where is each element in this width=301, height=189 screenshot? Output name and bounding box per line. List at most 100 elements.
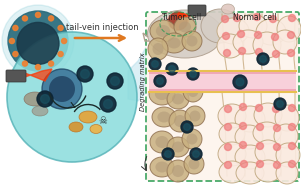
- Ellipse shape: [147, 10, 222, 58]
- Ellipse shape: [185, 106, 205, 126]
- Circle shape: [222, 33, 229, 40]
- Circle shape: [8, 11, 68, 71]
- Circle shape: [193, 151, 199, 157]
- Circle shape: [9, 38, 14, 43]
- Circle shape: [169, 66, 175, 72]
- Ellipse shape: [24, 92, 46, 106]
- Circle shape: [240, 142, 247, 149]
- Text: Normal cell: Normal cell: [233, 13, 277, 22]
- Circle shape: [260, 56, 266, 62]
- Circle shape: [256, 160, 263, 167]
- Circle shape: [77, 66, 93, 82]
- Ellipse shape: [7, 32, 137, 162]
- Ellipse shape: [222, 4, 234, 14]
- Circle shape: [256, 105, 262, 112]
- Circle shape: [110, 77, 119, 85]
- Circle shape: [238, 47, 246, 54]
- Circle shape: [225, 161, 231, 169]
- Circle shape: [187, 68, 199, 80]
- Ellipse shape: [275, 105, 299, 131]
- Circle shape: [225, 105, 231, 112]
- Ellipse shape: [149, 83, 175, 105]
- Ellipse shape: [187, 133, 197, 145]
- Ellipse shape: [184, 154, 204, 174]
- Circle shape: [272, 33, 278, 40]
- Ellipse shape: [167, 89, 189, 109]
- Circle shape: [255, 32, 262, 39]
- Circle shape: [288, 143, 296, 149]
- Circle shape: [287, 50, 294, 57]
- Circle shape: [233, 75, 247, 89]
- Text: ☠: ☠: [99, 116, 107, 126]
- Ellipse shape: [201, 9, 239, 43]
- Ellipse shape: [172, 165, 184, 177]
- Circle shape: [2, 5, 74, 77]
- Circle shape: [222, 15, 228, 22]
- Circle shape: [42, 69, 82, 109]
- Ellipse shape: [276, 162, 298, 184]
- Circle shape: [41, 95, 49, 103]
- Ellipse shape: [187, 36, 197, 46]
- Ellipse shape: [167, 137, 189, 157]
- Circle shape: [288, 123, 296, 130]
- Ellipse shape: [233, 30, 263, 54]
- Ellipse shape: [254, 103, 282, 127]
- Circle shape: [58, 25, 63, 30]
- Ellipse shape: [150, 131, 174, 153]
- Ellipse shape: [182, 129, 202, 149]
- Circle shape: [288, 160, 296, 167]
- Circle shape: [190, 148, 202, 160]
- Ellipse shape: [155, 88, 169, 100]
- Ellipse shape: [235, 106, 265, 132]
- Ellipse shape: [188, 85, 198, 97]
- Ellipse shape: [152, 107, 176, 127]
- Ellipse shape: [219, 161, 245, 183]
- Circle shape: [190, 71, 196, 77]
- FancyBboxPatch shape: [149, 74, 296, 89]
- Ellipse shape: [219, 123, 245, 145]
- Text: Tumor cell: Tumor cell: [162, 13, 202, 22]
- Circle shape: [225, 123, 231, 130]
- Ellipse shape: [274, 124, 298, 148]
- Ellipse shape: [183, 80, 203, 102]
- Circle shape: [13, 25, 18, 30]
- Circle shape: [48, 61, 54, 66]
- Circle shape: [49, 76, 75, 102]
- Circle shape: [274, 98, 286, 110]
- Circle shape: [287, 32, 294, 39]
- Circle shape: [224, 50, 231, 57]
- Circle shape: [166, 63, 178, 75]
- Ellipse shape: [217, 18, 249, 44]
- Circle shape: [107, 73, 123, 89]
- Circle shape: [152, 61, 158, 67]
- Polygon shape: [25, 69, 52, 81]
- Ellipse shape: [235, 125, 263, 149]
- Circle shape: [165, 151, 171, 157]
- Circle shape: [256, 49, 262, 56]
- Ellipse shape: [167, 12, 189, 30]
- Ellipse shape: [190, 111, 200, 122]
- Ellipse shape: [218, 142, 246, 166]
- Ellipse shape: [253, 32, 281, 58]
- Circle shape: [288, 15, 296, 22]
- Circle shape: [253, 13, 260, 20]
- Ellipse shape: [235, 145, 265, 169]
- Circle shape: [240, 122, 247, 129]
- Circle shape: [22, 16, 27, 21]
- Ellipse shape: [174, 115, 186, 127]
- Ellipse shape: [273, 30, 297, 54]
- Circle shape: [256, 143, 263, 149]
- Ellipse shape: [236, 162, 264, 184]
- Ellipse shape: [276, 143, 300, 167]
- Circle shape: [288, 105, 296, 112]
- Polygon shape: [128, 44, 153, 101]
- Circle shape: [181, 121, 193, 133]
- FancyBboxPatch shape: [149, 71, 296, 92]
- Circle shape: [81, 70, 89, 78]
- Ellipse shape: [179, 22, 191, 33]
- Ellipse shape: [182, 31, 202, 51]
- Ellipse shape: [150, 20, 176, 42]
- Ellipse shape: [155, 161, 169, 173]
- Ellipse shape: [148, 38, 168, 60]
- Circle shape: [17, 22, 59, 64]
